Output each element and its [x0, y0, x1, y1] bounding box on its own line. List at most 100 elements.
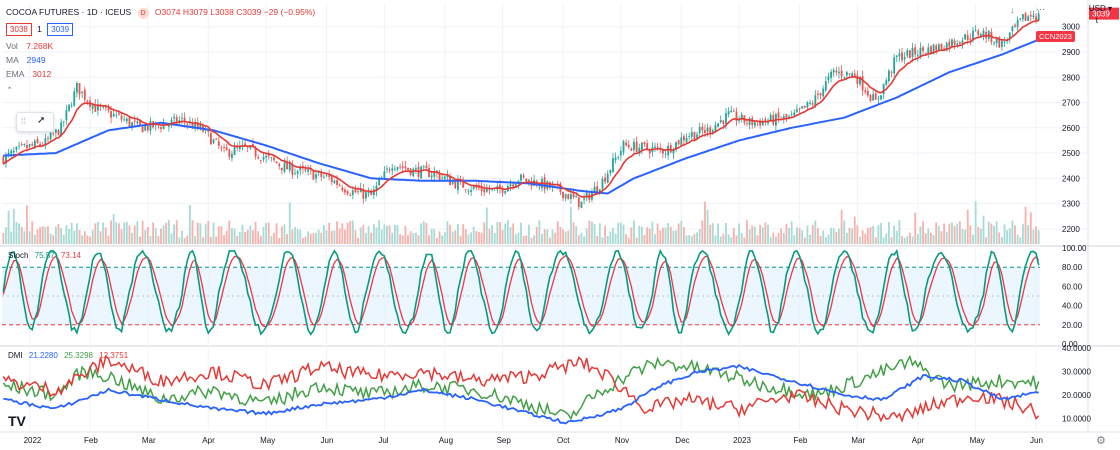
candle-body — [995, 37, 998, 44]
candle-body — [593, 186, 596, 193]
volume-bar — [979, 228, 982, 244]
candle-body — [178, 120, 181, 123]
volume-bar — [583, 236, 585, 244]
volume-bar — [919, 226, 922, 244]
volume-bar — [680, 220, 683, 244]
candle-body — [472, 185, 475, 189]
floating-toolbar[interactable]: ⁞⁞ ➚ — [16, 112, 54, 132]
volume-bar — [307, 231, 310, 244]
buy-price[interactable]: 3039 — [47, 23, 74, 36]
last-price-label: 3039 — [1092, 10, 1110, 19]
volume-bar — [827, 234, 830, 244]
time-tick-label: Feb — [794, 436, 808, 445]
candle-body — [391, 168, 394, 171]
stoch-k-value: 75.57 — [34, 251, 55, 260]
candle-body — [735, 111, 738, 122]
candle-body — [601, 178, 604, 189]
volume-bar — [73, 230, 76, 244]
candle-body — [877, 98, 880, 100]
more-options-icon[interactable]: ⋯ — [1036, 4, 1045, 14]
volume-bar — [204, 224, 207, 244]
candle-body — [730, 110, 733, 113]
candle-body — [351, 190, 354, 195]
candle-body — [36, 139, 39, 143]
volume-bar — [575, 226, 578, 244]
unit-icon[interactable]: t — [1095, 16, 1098, 25]
candle-body — [396, 167, 399, 170]
volume-bar — [141, 220, 144, 244]
candle-body — [748, 118, 751, 125]
volume-bar — [441, 235, 444, 244]
candle-body — [683, 136, 685, 141]
volume-bar — [664, 227, 667, 244]
volume-bar — [596, 235, 599, 244]
volume-bar — [286, 234, 289, 244]
volume-bar — [128, 225, 131, 244]
volume-bar — [152, 222, 155, 244]
settings-gear-icon[interactable]: ⚙ — [1096, 435, 1106, 447]
volume-bar — [851, 228, 854, 244]
candle-body — [412, 168, 415, 177]
candle-body — [635, 141, 638, 152]
volume-bar — [170, 233, 173, 244]
volume-bar — [927, 228, 930, 244]
candle-body — [330, 176, 333, 182]
candle-body — [320, 172, 323, 177]
price-tick-label: 2900 — [1062, 48, 1080, 57]
candle-body — [1027, 16, 1030, 21]
volume-bar — [704, 201, 706, 244]
sell-price[interactable]: 3038 — [6, 23, 32, 36]
candle-body — [220, 147, 223, 149]
candle-body — [969, 38, 972, 40]
volume-bar — [822, 230, 825, 244]
candle-body — [317, 171, 320, 174]
volume-bar — [648, 228, 651, 244]
volume-bar — [265, 222, 268, 244]
price-tick-label: 2200 — [1062, 225, 1080, 234]
candle-body — [28, 144, 31, 147]
candle-body — [425, 165, 428, 169]
candle-body — [848, 73, 851, 75]
volume-bar — [207, 220, 210, 244]
candle-body — [793, 112, 796, 116]
candle-body — [617, 157, 620, 158]
volume-bar — [530, 237, 533, 244]
scroll-down-icon[interactable]: ↓ — [1010, 5, 1015, 15]
volume-bar — [420, 223, 423, 244]
volume-bar — [638, 225, 641, 244]
ohlc-low: L3038 — [210, 7, 234, 17]
volume-bar — [454, 230, 457, 244]
volume-bar — [898, 220, 901, 244]
symbol-title[interactable]: COCOA FUTURES · 1D · ICEUS — [6, 7, 132, 17]
candle-body — [33, 140, 36, 148]
chevron-down-icon[interactable]: ▾ — [1107, 4, 1112, 13]
stoch-tick-label: 80.00 — [1062, 263, 1083, 272]
volume-bar — [54, 226, 57, 244]
volume-bar — [593, 223, 596, 244]
volume-bar — [60, 228, 63, 244]
candle-body — [811, 103, 814, 105]
volume-bar — [869, 226, 872, 244]
currency-selector[interactable]: USD ▾ — [1089, 4, 1112, 13]
volume-bar — [838, 228, 840, 244]
candle-body — [223, 147, 225, 148]
volume-bar — [619, 222, 622, 244]
volume-bar — [651, 221, 654, 244]
order-qty[interactable]: 1 — [37, 24, 42, 34]
candle-body — [909, 50, 911, 59]
candle-body — [696, 134, 698, 139]
volume-bar — [522, 236, 525, 244]
volume-bar — [845, 232, 848, 244]
volume-bar — [943, 223, 946, 244]
price-tick-label: 2500 — [1062, 149, 1080, 158]
cursor-icon[interactable]: ➚ — [37, 115, 46, 126]
drag-handle-icon[interactable]: ⁞⁞ — [21, 116, 27, 126]
candle-body — [73, 91, 76, 106]
currency-label[interactable]: USD — [1088, 4, 1106, 13]
candle-body — [627, 144, 630, 148]
candle-body — [399, 166, 402, 168]
volume-bar — [485, 207, 488, 244]
volume-bar — [993, 225, 995, 244]
collapse-chevron-icon[interactable]: ⌃ — [6, 85, 14, 95]
